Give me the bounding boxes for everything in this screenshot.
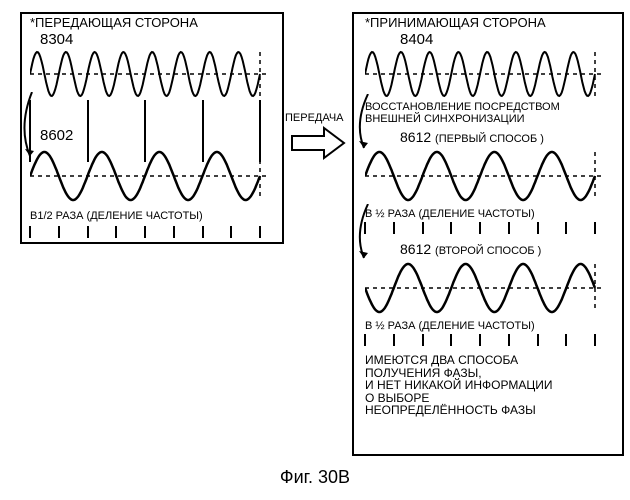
right-signal2-label: 8612 (ПЕРВЫЙ СПОСОБ ) <box>400 130 544 145</box>
right-signal2-num: 8612 <box>400 129 431 145</box>
left-caption: В1/2 РАЗА (ДЕЛЕНИЕ ЧАСТОТЫ) <box>30 210 203 222</box>
left-signal2-label: 8602 <box>40 128 73 145</box>
tick-mark <box>87 226 89 238</box>
tick-mark <box>450 334 452 346</box>
tick-mark <box>565 334 567 346</box>
right-caption2: В ½ РАЗА (ДЕЛЕНИЕ ЧАСТОТЫ) <box>365 208 535 220</box>
tick-mark <box>202 226 204 238</box>
figure-label: Фиг. 30В <box>0 468 630 488</box>
tick-mark <box>594 334 596 346</box>
left-ticks-small <box>30 226 260 240</box>
right-header: *ПРИНИМАЮЩАЯ СТОРОНА <box>365 16 546 30</box>
tick-mark <box>144 226 146 238</box>
tick-mark <box>537 334 539 346</box>
left-signal1-label: 8304 <box>40 32 73 49</box>
right-signal3-label: 8612 (ВТОРОЙ СПОСОБ ) <box>400 242 541 257</box>
tick-mark <box>173 226 175 238</box>
tick-mark <box>230 226 232 238</box>
tick-mark <box>565 222 567 234</box>
tick-mark <box>594 222 596 234</box>
right-signal3-method: (ВТОРОЙ СПОСОБ ) <box>435 245 541 257</box>
tick-mark <box>422 334 424 346</box>
right-signal2-method: (ПЕРВЫЙ СПОСОБ ) <box>435 133 544 145</box>
right-ticks-2 <box>365 334 595 348</box>
tick-mark <box>508 334 510 346</box>
tick-mark <box>393 222 395 234</box>
transfer-label: ПЕРЕДАЧА <box>285 112 344 124</box>
tick-mark <box>537 222 539 234</box>
right-signal3-num: 8612 <box>400 241 431 257</box>
right-down-arrow-2 <box>350 204 376 264</box>
right-signal1-wave <box>365 48 605 100</box>
right-caption3: В ½ РАЗА (ДЕЛЕНИЕ ЧАСТОТЫ) <box>365 320 535 332</box>
right-sync-caption: ВОССТАНОВЛЕНИЕ ПОСРЕДСТВОМВНЕШНЕЙ СИНХРО… <box>365 102 615 125</box>
right-signal1-label: 8404 <box>400 32 433 49</box>
left-header: *ПЕРЕДАЮЩАЯ СТОРОНА <box>30 16 198 30</box>
diagram-canvas: *ПЕРЕДАЮЩАЯ СТОРОНА 8304 8602 В1/2 РАЗА … <box>0 0 630 500</box>
tick-mark <box>508 222 510 234</box>
tick-mark <box>393 334 395 346</box>
tick-mark <box>450 222 452 234</box>
transfer-arrow <box>290 126 346 160</box>
right-signal3-wave <box>365 260 605 316</box>
tick-mark <box>58 226 60 238</box>
left-signal2-wave <box>30 148 270 204</box>
tick-mark <box>364 334 366 346</box>
right-down-arrow-1 <box>350 94 376 154</box>
tick-mark <box>479 222 481 234</box>
tick-mark <box>29 226 31 238</box>
right-footer: ИМЕЮТСЯ ДВА СПОСОБАПОЛУЧЕНИЯ ФАЗЫ,И НЕТ … <box>365 354 617 417</box>
left-signal1-wave <box>30 48 270 100</box>
tick-mark <box>259 226 261 238</box>
right-signal2-wave <box>365 148 605 204</box>
tick-mark <box>479 334 481 346</box>
right-ticks-1 <box>365 222 595 236</box>
tick-mark <box>115 226 117 238</box>
tick-mark <box>422 222 424 234</box>
